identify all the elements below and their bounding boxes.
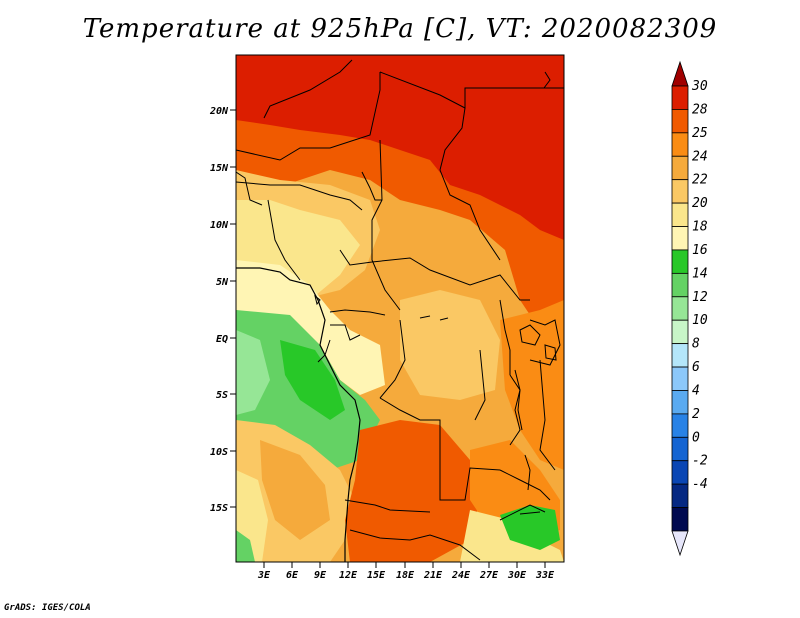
lat-label-10s: 10S: [210, 447, 228, 458]
lon-label-27e: 27E: [479, 570, 499, 581]
lakes: [314, 71, 557, 515]
colorbar-swatch: [671, 366, 689, 391]
colorbar-swatch: [671, 343, 689, 368]
colorbar-label: 25: [692, 126, 708, 141]
colorbar-swatch: [671, 226, 689, 251]
colorbar-label: 2: [692, 407, 700, 422]
lon-label-30e: 30E: [507, 570, 527, 581]
colorbar-swatch: [671, 296, 689, 321]
colorbar-cap-top: [671, 60, 689, 87]
lat-label-eq: EQ: [216, 334, 228, 345]
colorbar-swatch: [671, 155, 689, 181]
lon-label-12e: 12E: [339, 570, 358, 581]
colorbar-label: 20: [692, 196, 708, 211]
field-24-southwest: [260, 440, 330, 540]
colorbar-label: 4: [692, 383, 700, 398]
colorbar-label: 6: [692, 360, 700, 375]
lat-label-20n: 20N: [209, 106, 229, 117]
longitude-ticks: 3E 6E 9E 12E 15E 18E 21E 24E 27E 30E 33E: [257, 562, 555, 581]
colorbar-swatch: [671, 413, 689, 438]
colorbar-swatch: [671, 507, 689, 532]
map-title: Temperature at 925hPa [C], VT: 202008230…: [82, 14, 718, 44]
lat-label-15n: 15N: [210, 163, 229, 174]
field-25-east: [500, 300, 564, 470]
lon-label-6e: 6E: [286, 570, 299, 581]
field-12-strip: [236, 330, 270, 415]
colorbar-swatch: [671, 390, 689, 415]
lon-label-18e: 18E: [396, 570, 415, 581]
country-borders: [236, 59, 564, 561]
map-frame: [235, 54, 565, 563]
colorbar-label: 14: [692, 266, 708, 281]
lat-label-5s: 5S: [216, 390, 228, 401]
latitude-ticks: 20N 15N 10N 5N EQ 5S 10S 15S: [209, 106, 236, 514]
lon-label-9e: 9E: [314, 570, 327, 581]
colorbar-swatch: [671, 109, 689, 134]
lat-label-15s: 15S: [210, 503, 228, 514]
colorbar-label: 30: [691, 79, 708, 94]
colorbar-label: 8: [692, 337, 700, 352]
colorbar-label: 16: [692, 243, 708, 258]
colorbar-label: 0: [692, 430, 700, 445]
colorbar-swatch: [671, 272, 689, 298]
lat-label-10n: 10N: [210, 220, 229, 231]
lon-label-33e: 33E: [535, 570, 555, 581]
lon-label-24e: 24E: [451, 570, 471, 581]
temperature-field: [236, 55, 564, 562]
colorbar-swatch: [671, 202, 689, 227]
lat-label-5n: 5N: [216, 277, 229, 288]
grads-credit: GrADS: IGES/COLA: [4, 603, 91, 613]
lon-label-3e: 3E: [257, 570, 271, 581]
coastline: [236, 267, 361, 562]
field-30-north: [236, 55, 564, 240]
colorbar-label: -2: [692, 454, 708, 469]
colorbar-cap-bottom: [671, 530, 689, 557]
lon-label-21e: 21E: [423, 570, 443, 581]
colorbar-label: 12: [692, 290, 708, 305]
colorbar-swatch: [671, 249, 689, 274]
colorbar-label: 18: [692, 220, 708, 235]
field-16-west: [280, 340, 345, 420]
field-28-south: [345, 420, 480, 562]
field-14-southwest: [236, 530, 255, 562]
colorbar-swatch: [671, 319, 689, 345]
colorbar-label: 22: [692, 173, 708, 188]
colorbar-label: -4: [692, 477, 708, 492]
colorbar-swatch: [671, 460, 689, 485]
colorbar-label: 28: [692, 102, 708, 117]
field-16-southeast: [500, 505, 560, 550]
colorbar-label: 10: [692, 313, 708, 328]
colorbar-swatch: [671, 436, 689, 462]
colorbar-swatch: [671, 85, 689, 110]
colorbar-swatch: [671, 483, 689, 508]
lon-label-15e: 15E: [367, 570, 386, 581]
colorbar-swatch: [671, 132, 689, 157]
colorbar-swatch: [671, 179, 689, 204]
colorbar-label: 24: [692, 149, 708, 164]
field-18-coast: [236, 260, 385, 395]
